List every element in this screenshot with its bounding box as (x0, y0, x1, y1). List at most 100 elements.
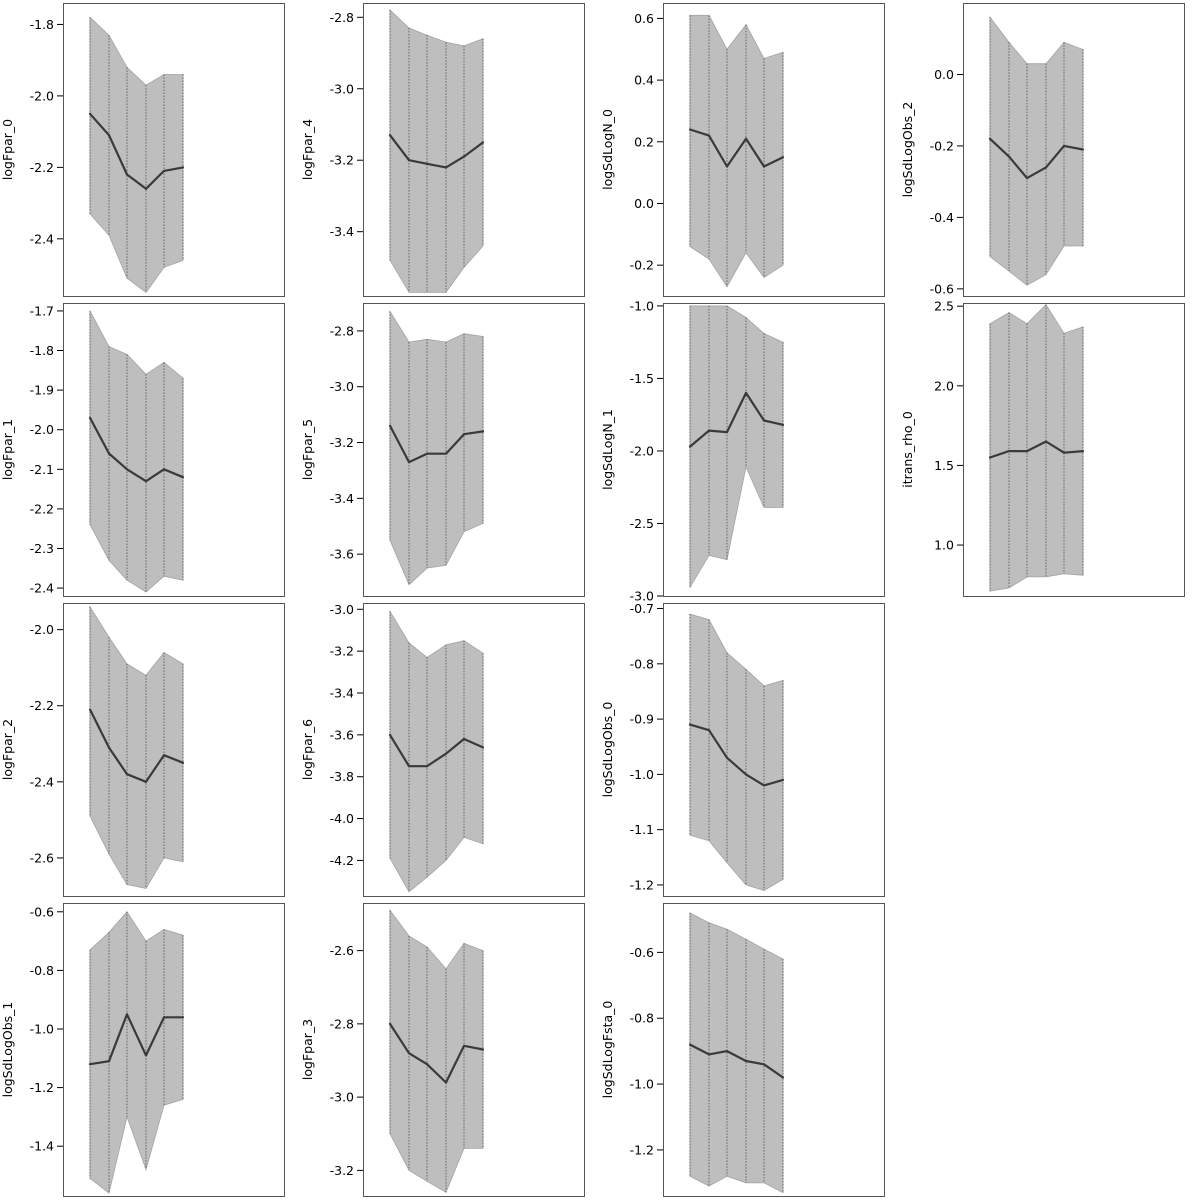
mean-line (689, 1043, 784, 1079)
y-tick-label: -2.2 (30, 698, 54, 713)
y-tick-label: -1.0 (630, 298, 654, 313)
panel-frame (363, 3, 585, 297)
mean-point (781, 156, 785, 159)
mean-point (688, 723, 692, 726)
mean-line (689, 391, 784, 448)
y-axis-label: logFpar_6 (300, 719, 315, 780)
y-tick-label: -0.6 (930, 281, 954, 296)
y-tick-label: -0.7 (630, 601, 654, 616)
panel-logSdLogObs-1: -0.6 -0.8 -1.0 -1.2 -1.4 logSdLogObs_1 (0, 903, 285, 1197)
y-tick-label: -1.8 (30, 17, 54, 32)
y-tick-label: -2.8 (330, 10, 354, 25)
mean-point (1081, 148, 1085, 151)
y-tick-label: -1.9 (30, 383, 54, 398)
panel-logFpar-1: -1.7 -1.8 -1.9 -2.0 -2.1 -2.2 -2.3 -2.4 logFpar_… (0, 303, 285, 597)
interval-band (389, 9, 484, 293)
panel-logFpar-4: -2.8 -3.0 -3.2 -3.4 logFpar_4 (300, 3, 585, 297)
y-axis-label: logSdLogObs_0 (600, 702, 615, 798)
y-tick-label: -2.8 (330, 323, 354, 338)
interval-band (89, 605, 184, 889)
interval-band (89, 911, 184, 1194)
mean-point (388, 134, 392, 137)
y-axis-label: itrans_rho_0 (900, 411, 915, 488)
y-tick-label: -2.6 (330, 943, 354, 958)
mean-point (1081, 449, 1085, 453)
mean-point (1062, 451, 1066, 454)
mean-point (181, 761, 185, 764)
mean-point (707, 134, 711, 137)
panel-frame (63, 3, 285, 297)
mean-point (407, 1052, 411, 1055)
panel-logSdLogObs-2: 0.0 -0.2 -0.4 -0.6 logSdLogObs_2 (900, 3, 1185, 297)
y-tick-label: -3.0 (330, 602, 354, 617)
y-tick-label: -3.2 (330, 153, 354, 168)
mean-point (88, 112, 92, 115)
mean-point (425, 1063, 429, 1066)
mean-point (1044, 166, 1048, 169)
mean-line (89, 1013, 183, 1066)
mean-point (388, 424, 392, 427)
y-tick-label: -0.4 (930, 210, 954, 225)
mean-point (462, 155, 466, 158)
mean-point (481, 1048, 485, 1051)
y-tick-label: 0.0 (934, 67, 954, 82)
mean-point (462, 737, 466, 741)
mean-point (125, 173, 129, 176)
interval-band (989, 303, 1084, 592)
mean-point (688, 445, 692, 448)
mean-point (725, 1050, 729, 1053)
panel-frame (363, 903, 585, 1197)
mean-point (444, 752, 448, 755)
panel-frame (63, 303, 285, 597)
mean-point (688, 1043, 692, 1046)
y-tick-label: -3.0 (330, 379, 354, 394)
mean-point (407, 765, 411, 768)
y-tick-label: -0.8 (630, 1011, 654, 1026)
mean-point (407, 159, 411, 162)
y-tick-label: -3.2 (330, 435, 354, 450)
y-tick-label: -3.0 (630, 589, 654, 604)
panel-logSdLogN-0: 0.6 0.4 0.2 0.0 -0.2 logSdLogN_0 (600, 3, 885, 297)
mean-point (144, 1054, 148, 1057)
mean-point (444, 166, 448, 169)
mean-line (89, 113, 184, 190)
mean-point (481, 141, 485, 144)
mean-point (125, 773, 129, 776)
mean-point (144, 780, 148, 783)
mean-point (744, 391, 748, 395)
panel-logSdLogFsta-0: -0.6 -0.8 -1.0 -1.2 logSdLogFsta_0 (600, 903, 885, 1197)
y-tick-label: -1.0 (630, 1077, 654, 1092)
interval-band (389, 909, 484, 1193)
y-tick-label: -2.0 (630, 443, 654, 458)
panel-frame (63, 603, 285, 897)
y-tick-label: -2.4 (30, 774, 54, 789)
y-axis-label: logSdLogN_1 (600, 409, 615, 490)
y-axis-label: logFpar_4 (300, 119, 315, 180)
y-tick-label: 2.0 (934, 378, 954, 393)
y-tick-label: -0.6 (630, 945, 654, 960)
mean-point (125, 1013, 129, 1016)
mean-point (88, 416, 92, 419)
panel-itrans-rho-0: 2.5 2.0 1.5 1.0 itrans_rho_0 (900, 299, 1185, 597)
y-tick-label: -2.0 (30, 422, 54, 437)
mean-point (125, 468, 129, 471)
mean-point (481, 746, 485, 749)
panel-logFpar-6: -3.0 -3.2 -3.4 -3.6 -3.8 -4.0 -4.2 logFpar_6 (300, 602, 585, 897)
mean-line (989, 137, 1084, 180)
mean-point (162, 1016, 166, 1019)
mean-point (762, 784, 766, 787)
y-tick-label: 0.2 (634, 134, 654, 149)
y-tick-label: -2.4 (30, 231, 54, 246)
mean-point (425, 452, 429, 455)
y-tick-label: -2.3 (30, 541, 54, 556)
y-axis-label: logSdLogFsta_0 (600, 1001, 615, 1099)
mean-point (481, 430, 485, 433)
y-axis-label: logFpar_2 (0, 719, 15, 780)
y-tick-label: -3.2 (330, 644, 354, 659)
y-tick-label: -1.2 (630, 877, 654, 892)
mean-line (389, 425, 484, 464)
mean-point (707, 429, 711, 432)
y-tick-label: -0.8 (30, 963, 54, 978)
y-tick-label: -2.0 (30, 88, 54, 103)
y-axis-label: logSdLogObs_2 (900, 102, 915, 198)
